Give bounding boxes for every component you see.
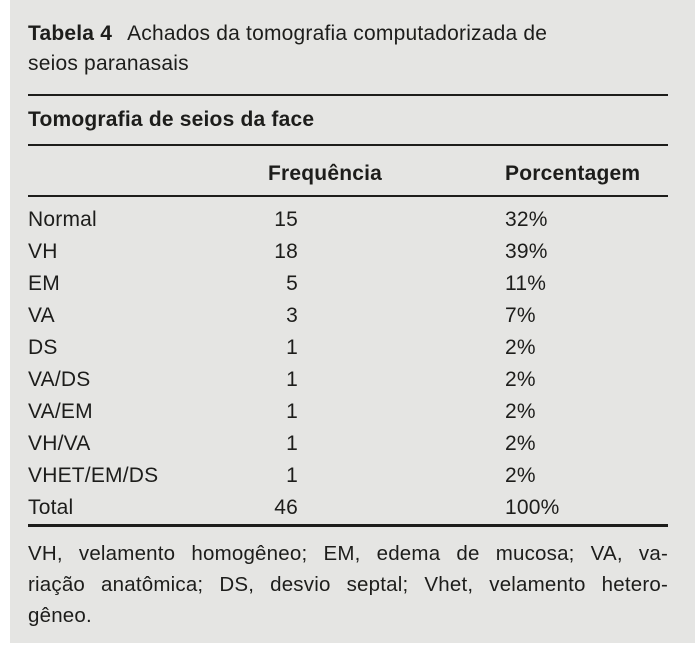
row-percentage: 2% (505, 400, 536, 423)
rule-under-section (28, 144, 668, 146)
rule-bottom (28, 524, 668, 527)
row-frequency: 1 (286, 432, 298, 455)
table-caption-title-line1: Achados da tomografia computadorizada de (127, 22, 548, 45)
row-frequency: 15 (274, 208, 298, 231)
column-header-empty (28, 159, 268, 189)
row-frequency: 1 (286, 400, 298, 423)
row-label: VH/VA (28, 432, 91, 455)
table-footnote: VH, velamento homogêneo; EM, edema de mu… (28, 527, 668, 631)
footnote-line: gêneo. (28, 604, 92, 627)
row-frequency: 18 (274, 240, 298, 263)
row-frequency: 1 (286, 368, 298, 391)
table-caption-number: Tabela 4 (28, 22, 113, 45)
section-header: Tomografia de seios da face (28, 108, 315, 131)
table-row: VHET/EM/DS 1 2% (28, 460, 668, 492)
row-percentage: 2% (505, 464, 536, 487)
table-panel: Tabela 4 Achados da tomografia computador… (10, 0, 695, 643)
row-label: VA/EM (28, 400, 93, 423)
row-label: Total (28, 496, 74, 519)
table-body: Normal 15 32% VH 18 39% EM 5 11% VA 3 (28, 197, 668, 524)
rule-top (28, 94, 668, 96)
row-percentage: 2% (505, 432, 536, 455)
column-header-frequency: Frequência (268, 162, 383, 185)
footnote-line: riação anatômica; DS, desvio septal; Vhe… (28, 573, 668, 596)
row-frequency: 1 (286, 464, 298, 487)
row-percentage: 32% (505, 208, 548, 231)
table-row: EM 5 11% (28, 268, 668, 300)
footnote-line: VH, velamento homogêneo; EM, edema de mu… (28, 542, 668, 565)
row-percentage: 100% (505, 496, 560, 519)
row-label: DS (28, 336, 58, 359)
column-header-percentage: Porcentagem (505, 162, 641, 185)
rule-under-column-headers (28, 195, 668, 197)
table-row: Normal 15 32% (28, 204, 668, 236)
table-row: VH 18 39% (28, 236, 668, 268)
row-frequency: 3 (286, 304, 298, 327)
row-percentage: 2% (505, 336, 536, 359)
row-label: Normal (28, 208, 97, 231)
row-label: EM (28, 272, 60, 295)
row-percentage: 11% (505, 272, 547, 295)
table-header-row: Frequência Porcentagem (28, 146, 668, 189)
row-label: VH (28, 240, 58, 263)
row-percentage: 7% (505, 304, 536, 327)
row-frequency: 46 (274, 496, 298, 519)
row-percentage: 39% (505, 240, 548, 263)
table-row: VH/VA 1 2% (28, 428, 668, 460)
row-label: VHET/EM/DS (28, 464, 159, 487)
row-percentage: 2% (505, 368, 536, 391)
table-caption-title-line2: seios paranasais (28, 52, 189, 75)
table-row: VA 3 7% (28, 300, 668, 332)
row-frequency: 1 (286, 336, 298, 359)
table-caption: Tabela 4 Achados da tomografia computador… (28, 0, 668, 79)
table-row-total: Total 46 100% (28, 492, 668, 524)
row-label: VA (28, 304, 55, 327)
row-label: VA/DS (28, 368, 91, 391)
table-row: DS 1 2% (28, 332, 668, 364)
row-frequency: 5 (286, 272, 298, 295)
table-row: VA/DS 1 2% (28, 364, 668, 396)
table-row: VA/EM 1 2% (28, 396, 668, 428)
table-content: Tabela 4 Achados da tomografia computador… (28, 0, 668, 631)
